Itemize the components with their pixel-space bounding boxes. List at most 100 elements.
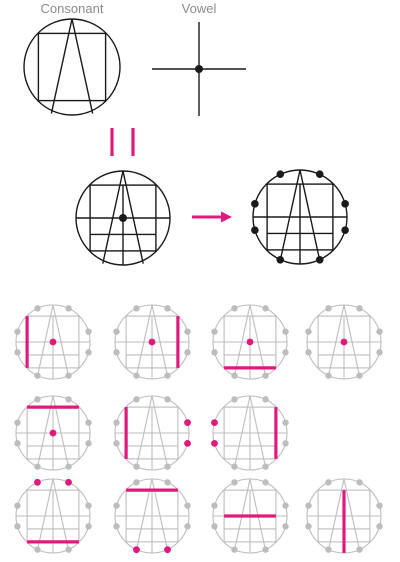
ring-dot-6 — [282, 523, 289, 530]
combined-glyph — [75, 170, 171, 266]
ring-dot-5 — [251, 226, 259, 234]
ring-dot-8 — [315, 255, 324, 264]
accent-center-dot — [49, 429, 57, 437]
ring-dot-7 — [231, 372, 238, 379]
ring-dot-7 — [34, 546, 41, 553]
ring-dot-5 — [113, 440, 120, 447]
ring-dot-8 — [164, 372, 171, 379]
ring-dot-1 — [34, 305, 41, 312]
ring-dot-2 — [164, 305, 171, 312]
glyph-6 — [113, 395, 191, 471]
triangle — [36, 395, 70, 470]
ring-dot-7 — [231, 463, 238, 470]
ring-dot-8 — [65, 546, 72, 553]
glyph-10 — [211, 478, 289, 554]
equals-sign — [110, 128, 135, 156]
glyph-samples-grid — [14, 304, 383, 554]
ring-dot-8 — [262, 372, 269, 379]
inner-square — [37, 32, 107, 102]
ring-dot-3 — [14, 328, 21, 335]
ring-dot-6 — [282, 349, 289, 356]
ring-dot-2 — [262, 305, 269, 312]
consonant-label: Consonant — [41, 1, 104, 16]
ring-dot-4 — [184, 328, 191, 335]
ring-dot-7 — [231, 546, 238, 553]
consonant-glyph — [23, 18, 121, 116]
glyph-1 — [14, 304, 92, 380]
ring-dot-6 — [282, 440, 289, 447]
ring-dot-1 — [34, 396, 41, 403]
glyph-5 — [14, 395, 92, 471]
ring-dot-8 — [65, 463, 72, 470]
accent-dot — [133, 546, 140, 554]
ring-dot-3 — [211, 502, 218, 509]
ring-dot-4 — [341, 200, 349, 208]
ring-dot-6 — [376, 349, 383, 356]
ring-dot-3 — [113, 502, 120, 509]
triangle — [135, 395, 169, 470]
glyph-8 — [14, 478, 92, 554]
ring-dot-1 — [231, 305, 238, 312]
ring-dot-7 — [34, 463, 41, 470]
ring-dot-1 — [133, 305, 140, 312]
ring-dot-4 — [85, 419, 92, 426]
dotted-glyph — [251, 169, 349, 265]
ring-dot-1 — [325, 305, 332, 312]
ring-dot-5 — [211, 349, 218, 356]
accent-dot — [34, 478, 41, 486]
ring-dot-2 — [65, 305, 72, 312]
ring-dot-1 — [276, 170, 285, 179]
ring-dot-2 — [262, 396, 269, 403]
ring-dot-8 — [356, 546, 363, 553]
arrow-icon — [192, 211, 232, 223]
accent-center-dot — [49, 338, 57, 346]
ring-dot-8 — [65, 372, 72, 379]
ring-dot-6 — [85, 523, 92, 530]
ring-dot-8 — [262, 463, 269, 470]
center-dot — [119, 214, 127, 222]
ring-dot-1 — [133, 479, 140, 486]
ring-dot-6 — [85, 440, 92, 447]
ring-dot-5 — [113, 523, 120, 530]
ring-dot-7 — [34, 372, 41, 379]
ring-dot-8 — [164, 463, 171, 470]
glyph-4 — [305, 304, 383, 380]
ring-dot-6 — [341, 226, 349, 234]
triangle — [135, 478, 169, 553]
ring-dot-4 — [184, 502, 191, 509]
ring-dot-3 — [14, 419, 21, 426]
ring-dot-8 — [262, 546, 269, 553]
accent-dot — [211, 439, 218, 447]
triangle — [233, 304, 267, 379]
accent-center-dot — [246, 338, 254, 346]
triangle — [50, 18, 94, 114]
ring-dot-3 — [113, 419, 120, 426]
glyph-11 — [305, 478, 383, 554]
accent-dot — [184, 439, 191, 447]
ring-dot-4 — [85, 328, 92, 335]
ring-dot-5 — [14, 440, 21, 447]
ring-dot-6 — [184, 523, 191, 530]
ring-dot-5 — [113, 349, 120, 356]
ring-dot-3 — [14, 502, 21, 509]
triangle — [36, 304, 70, 379]
ring-dot-5 — [305, 523, 312, 530]
accent-center-dot — [340, 338, 348, 346]
ring-dot-5 — [211, 523, 218, 530]
ring-dot-3 — [305, 328, 312, 335]
ring-dot-4 — [376, 328, 383, 335]
vowel-center-dot — [195, 65, 203, 73]
triangle — [327, 304, 361, 379]
accent-dot — [164, 546, 171, 554]
accent-dot — [211, 419, 218, 427]
accent-dot — [65, 478, 72, 486]
triangle — [102, 170, 144, 264]
ring-dot-6 — [85, 349, 92, 356]
accent-dot — [184, 419, 191, 427]
triangle — [36, 478, 70, 553]
ring-dot-4 — [282, 502, 289, 509]
ring-dot-1 — [133, 396, 140, 403]
triangle — [279, 169, 321, 263]
ring-dot-7 — [133, 372, 140, 379]
ring-dot-5 — [14, 349, 21, 356]
